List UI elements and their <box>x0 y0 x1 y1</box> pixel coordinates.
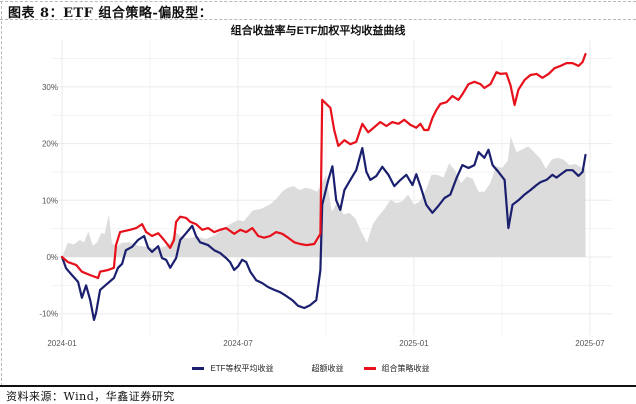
frame-title-divider <box>0 19 636 20</box>
svg-text:30%: 30% <box>42 83 58 92</box>
figure-title: 图表 8：ETF 组合策略-偏股型： <box>8 6 213 21</box>
svg-text:10%: 10% <box>42 196 58 205</box>
chart-plot-area: -10%0%10%20%30% 2024-01 2024-07 2025-01 202… <box>39 40 612 348</box>
x-axis-ticks: 2024-01 2024-07 2025-01 2025-07 <box>47 339 605 348</box>
svg-text:20%: 20% <box>42 140 58 149</box>
source-note: 资料来源：Wind，华鑫证券研究 <box>6 390 175 403</box>
legend-label-etf: ETF等权平均收益 <box>210 364 274 373</box>
legend-swatch-excess <box>293 367 306 370</box>
legend-swatch-etf <box>192 367 205 370</box>
frame-top-border <box>0 1 636 2</box>
svg-text:2025-07: 2025-07 <box>575 339 605 348</box>
svg-text:2024-01: 2024-01 <box>47 339 77 348</box>
svg-text:2024-07: 2024-07 <box>223 339 253 348</box>
legend-label-strategy: 组合策略收益 <box>381 364 430 373</box>
legend-item-excess: 超额收益 <box>293 363 344 374</box>
chart-legend: ETF等权平均收益 超额收益 组合策略收益 <box>0 363 636 374</box>
y-axis-ticks: -10% 0% 10% 20% 30% <box>39 83 58 319</box>
bottom-rule <box>0 385 636 387</box>
chart-title: 组合收益率与ETF加权平均收益曲线 <box>230 25 406 37</box>
legend-swatch-strategy <box>363 367 376 370</box>
frame-left-border <box>1 1 2 386</box>
legend-label-excess: 超额收益 <box>311 364 344 373</box>
legend-item-etf: ETF等权平均收益 <box>192 363 274 374</box>
svg-text:-10%: -10% <box>39 310 58 319</box>
svg-text:0%: 0% <box>46 253 58 262</box>
svg-text:2025-01: 2025-01 <box>399 339 429 348</box>
series-lines <box>60 52 587 321</box>
legend-item-strategy: 组合策略收益 <box>363 363 430 374</box>
